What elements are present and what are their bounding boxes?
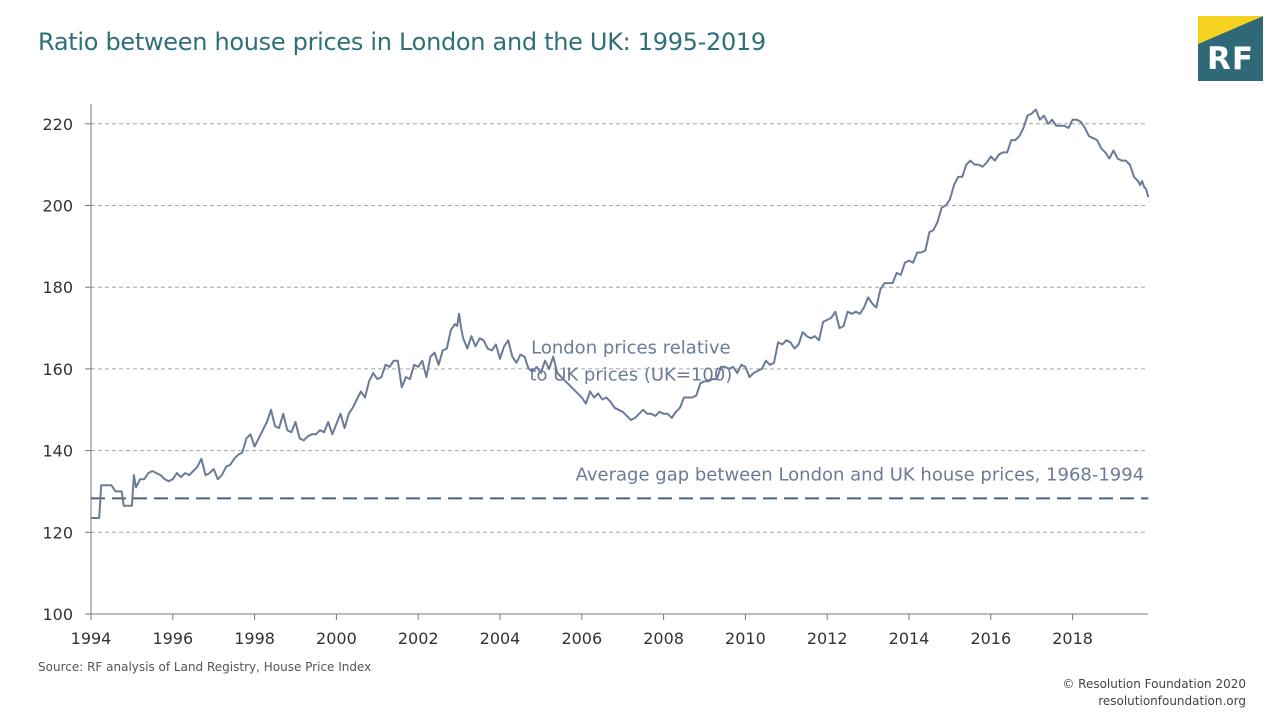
y-tick-label: 180 (42, 278, 73, 297)
x-tick-label: 2006 (561, 629, 602, 648)
x-tick-label: 1998 (234, 629, 275, 648)
series-layer (91, 108, 1150, 519)
y-tick-label: 200 (42, 197, 73, 216)
annotation-layer: London prices relative to UK prices (UK=1… (529, 337, 1144, 485)
y-tick-label: 120 (42, 523, 73, 542)
reference-line-label: Average gap between London and UK house … (576, 464, 1145, 485)
x-tick-label: 2002 (398, 629, 439, 648)
x-tick-label: 2008 (643, 629, 684, 648)
series-label: to UK prices (UK=100) (529, 364, 732, 385)
x-tick-label: 2012 (807, 629, 848, 648)
grid-lines (91, 123, 1148, 533)
copyright-block: © Resolution Foundation 2020 resolutionf… (1062, 676, 1246, 710)
logo-accent-shape (1198, 16, 1263, 44)
y-tick-label: 160 (42, 360, 73, 379)
series-label: London prices relative (531, 337, 731, 358)
y-tick-label: 100 (42, 605, 73, 624)
copyright-text: © Resolution Foundation 2020 (1062, 677, 1246, 691)
y-tick-label: 140 (42, 442, 73, 461)
x-tick-label: 2016 (970, 629, 1011, 648)
x-tick-label: 2018 (1052, 629, 1093, 648)
y-tick-label: 220 (42, 115, 73, 134)
website-text: resolutionfoundation.org (1098, 694, 1246, 708)
rf-logo: RF (1198, 16, 1263, 81)
x-tick-label: 1996 (152, 629, 193, 648)
x-tick-label: 2014 (889, 629, 930, 648)
logo-text: RF (1206, 41, 1255, 77)
source-note: Source: RF analysis of Land Registry, Ho… (38, 660, 372, 674)
x-tick-label: 2004 (480, 629, 521, 648)
series-line-london-ratio (91, 108, 1150, 519)
x-tick-label: 2000 (316, 629, 357, 648)
x-tick-label: 2010 (725, 629, 766, 648)
x-tick-label: 1994 (71, 629, 112, 648)
page-title: Ratio between house prices in London and… (38, 28, 766, 56)
axes: 100 120 140 160 180 200 220 1994 1996 1998 2000 200… (42, 104, 1148, 648)
